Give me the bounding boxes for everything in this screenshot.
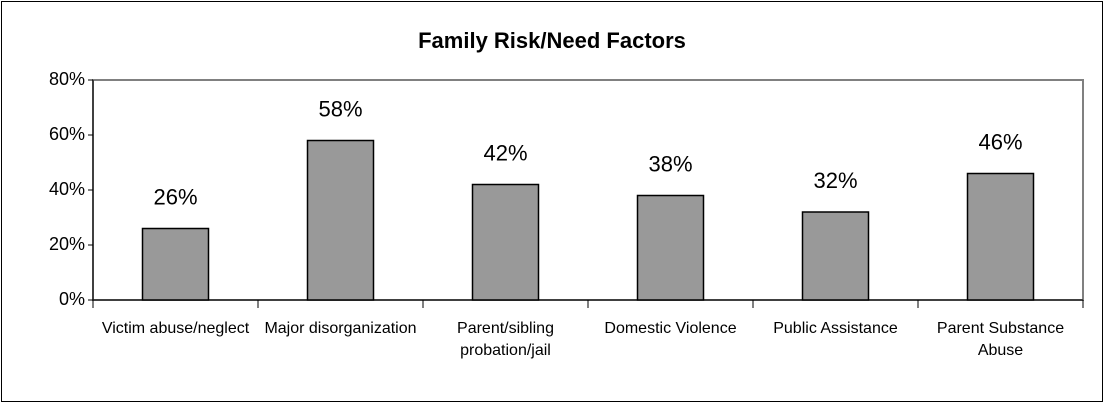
y-tick-label: 40%	[49, 179, 85, 199]
x-tick-label: Victim abuse/neglect	[101, 320, 250, 337]
chart-title: Family Risk/Need Factors	[418, 28, 686, 53]
value-label: 42%	[483, 140, 527, 165]
bar	[966, 172, 1035, 301]
y-tick-label: 60%	[49, 124, 85, 144]
x-tick-label: Parent/sibling probation/jail	[457, 320, 554, 359]
value-label: 46%	[978, 129, 1022, 154]
value-label: 32%	[813, 168, 857, 193]
bar	[306, 139, 375, 301]
x-tick-label: Domestic Violence	[604, 320, 737, 337]
value-label: 26%	[153, 184, 197, 209]
bar	[471, 183, 540, 301]
bar	[801, 211, 870, 301]
x-tick-label: Parent Substance Abuse	[936, 320, 1065, 359]
y-tick-label: 20%	[49, 234, 85, 254]
x-tick-label: Public Assistance	[773, 320, 898, 337]
x-tick-label: Major disorganization	[264, 320, 417, 337]
y-tick-label: 80%	[49, 69, 85, 89]
bar	[636, 194, 705, 301]
y-tick-label: 0%	[59, 289, 85, 309]
value-label: 38%	[648, 151, 692, 176]
bar	[141, 227, 210, 301]
value-label: 58%	[318, 96, 362, 121]
